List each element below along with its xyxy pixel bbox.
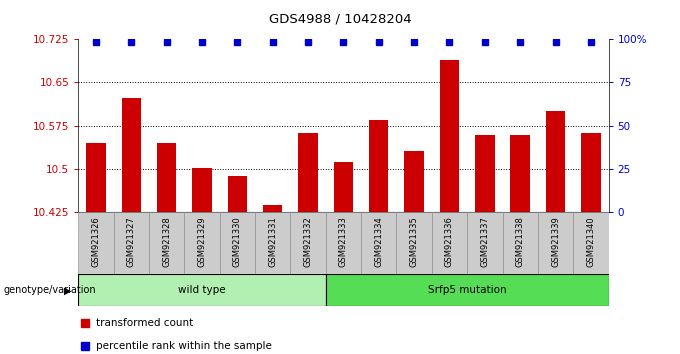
Text: GSM921339: GSM921339 — [551, 216, 560, 267]
Bar — [78, 212, 114, 274]
Bar — [503, 212, 538, 274]
Text: GSM921333: GSM921333 — [339, 216, 348, 267]
Bar — [511, 136, 530, 212]
Text: percentile rank within the sample: percentile rank within the sample — [96, 341, 271, 351]
Text: GSM921329: GSM921329 — [197, 216, 207, 267]
Bar — [467, 212, 503, 274]
Text: GSM921337: GSM921337 — [480, 216, 490, 267]
Bar — [263, 205, 282, 212]
Bar — [157, 143, 176, 212]
Text: transformed count: transformed count — [96, 318, 193, 328]
Text: GSM921326: GSM921326 — [91, 216, 101, 267]
Bar — [184, 212, 220, 274]
Bar — [432, 212, 467, 274]
Bar — [290, 212, 326, 274]
Bar — [192, 168, 211, 212]
Text: GDS4988 / 10428204: GDS4988 / 10428204 — [269, 12, 411, 25]
Bar — [149, 212, 184, 274]
Bar — [228, 176, 247, 212]
Bar — [255, 212, 290, 274]
Text: GSM921334: GSM921334 — [374, 216, 384, 267]
Text: GSM921338: GSM921338 — [515, 216, 525, 267]
Bar — [122, 98, 141, 212]
Bar — [78, 274, 326, 306]
Text: GSM921335: GSM921335 — [409, 216, 419, 267]
Bar — [396, 212, 432, 274]
Bar — [361, 212, 396, 274]
Bar — [475, 136, 494, 212]
Bar — [334, 161, 353, 212]
Bar — [220, 212, 255, 274]
Text: GSM921336: GSM921336 — [445, 216, 454, 267]
Bar — [114, 212, 149, 274]
Text: GSM921331: GSM921331 — [268, 216, 277, 267]
Text: GSM921328: GSM921328 — [162, 216, 171, 267]
Text: ▶: ▶ — [64, 285, 72, 295]
Text: GSM921327: GSM921327 — [126, 216, 136, 267]
Bar — [440, 60, 459, 212]
Bar — [405, 150, 424, 212]
Bar — [369, 120, 388, 212]
Bar — [299, 133, 318, 212]
Text: GSM921330: GSM921330 — [233, 216, 242, 267]
Bar — [326, 274, 609, 306]
Text: wild type: wild type — [178, 285, 226, 295]
Bar — [326, 212, 361, 274]
Text: Srfp5 mutation: Srfp5 mutation — [428, 285, 507, 295]
Text: GSM921340: GSM921340 — [586, 216, 596, 267]
Text: GSM921332: GSM921332 — [303, 216, 313, 267]
Bar — [581, 133, 600, 212]
Bar — [86, 143, 105, 212]
Text: genotype/variation: genotype/variation — [3, 285, 96, 295]
Bar — [538, 212, 573, 274]
Bar — [546, 111, 565, 212]
Bar — [573, 212, 609, 274]
